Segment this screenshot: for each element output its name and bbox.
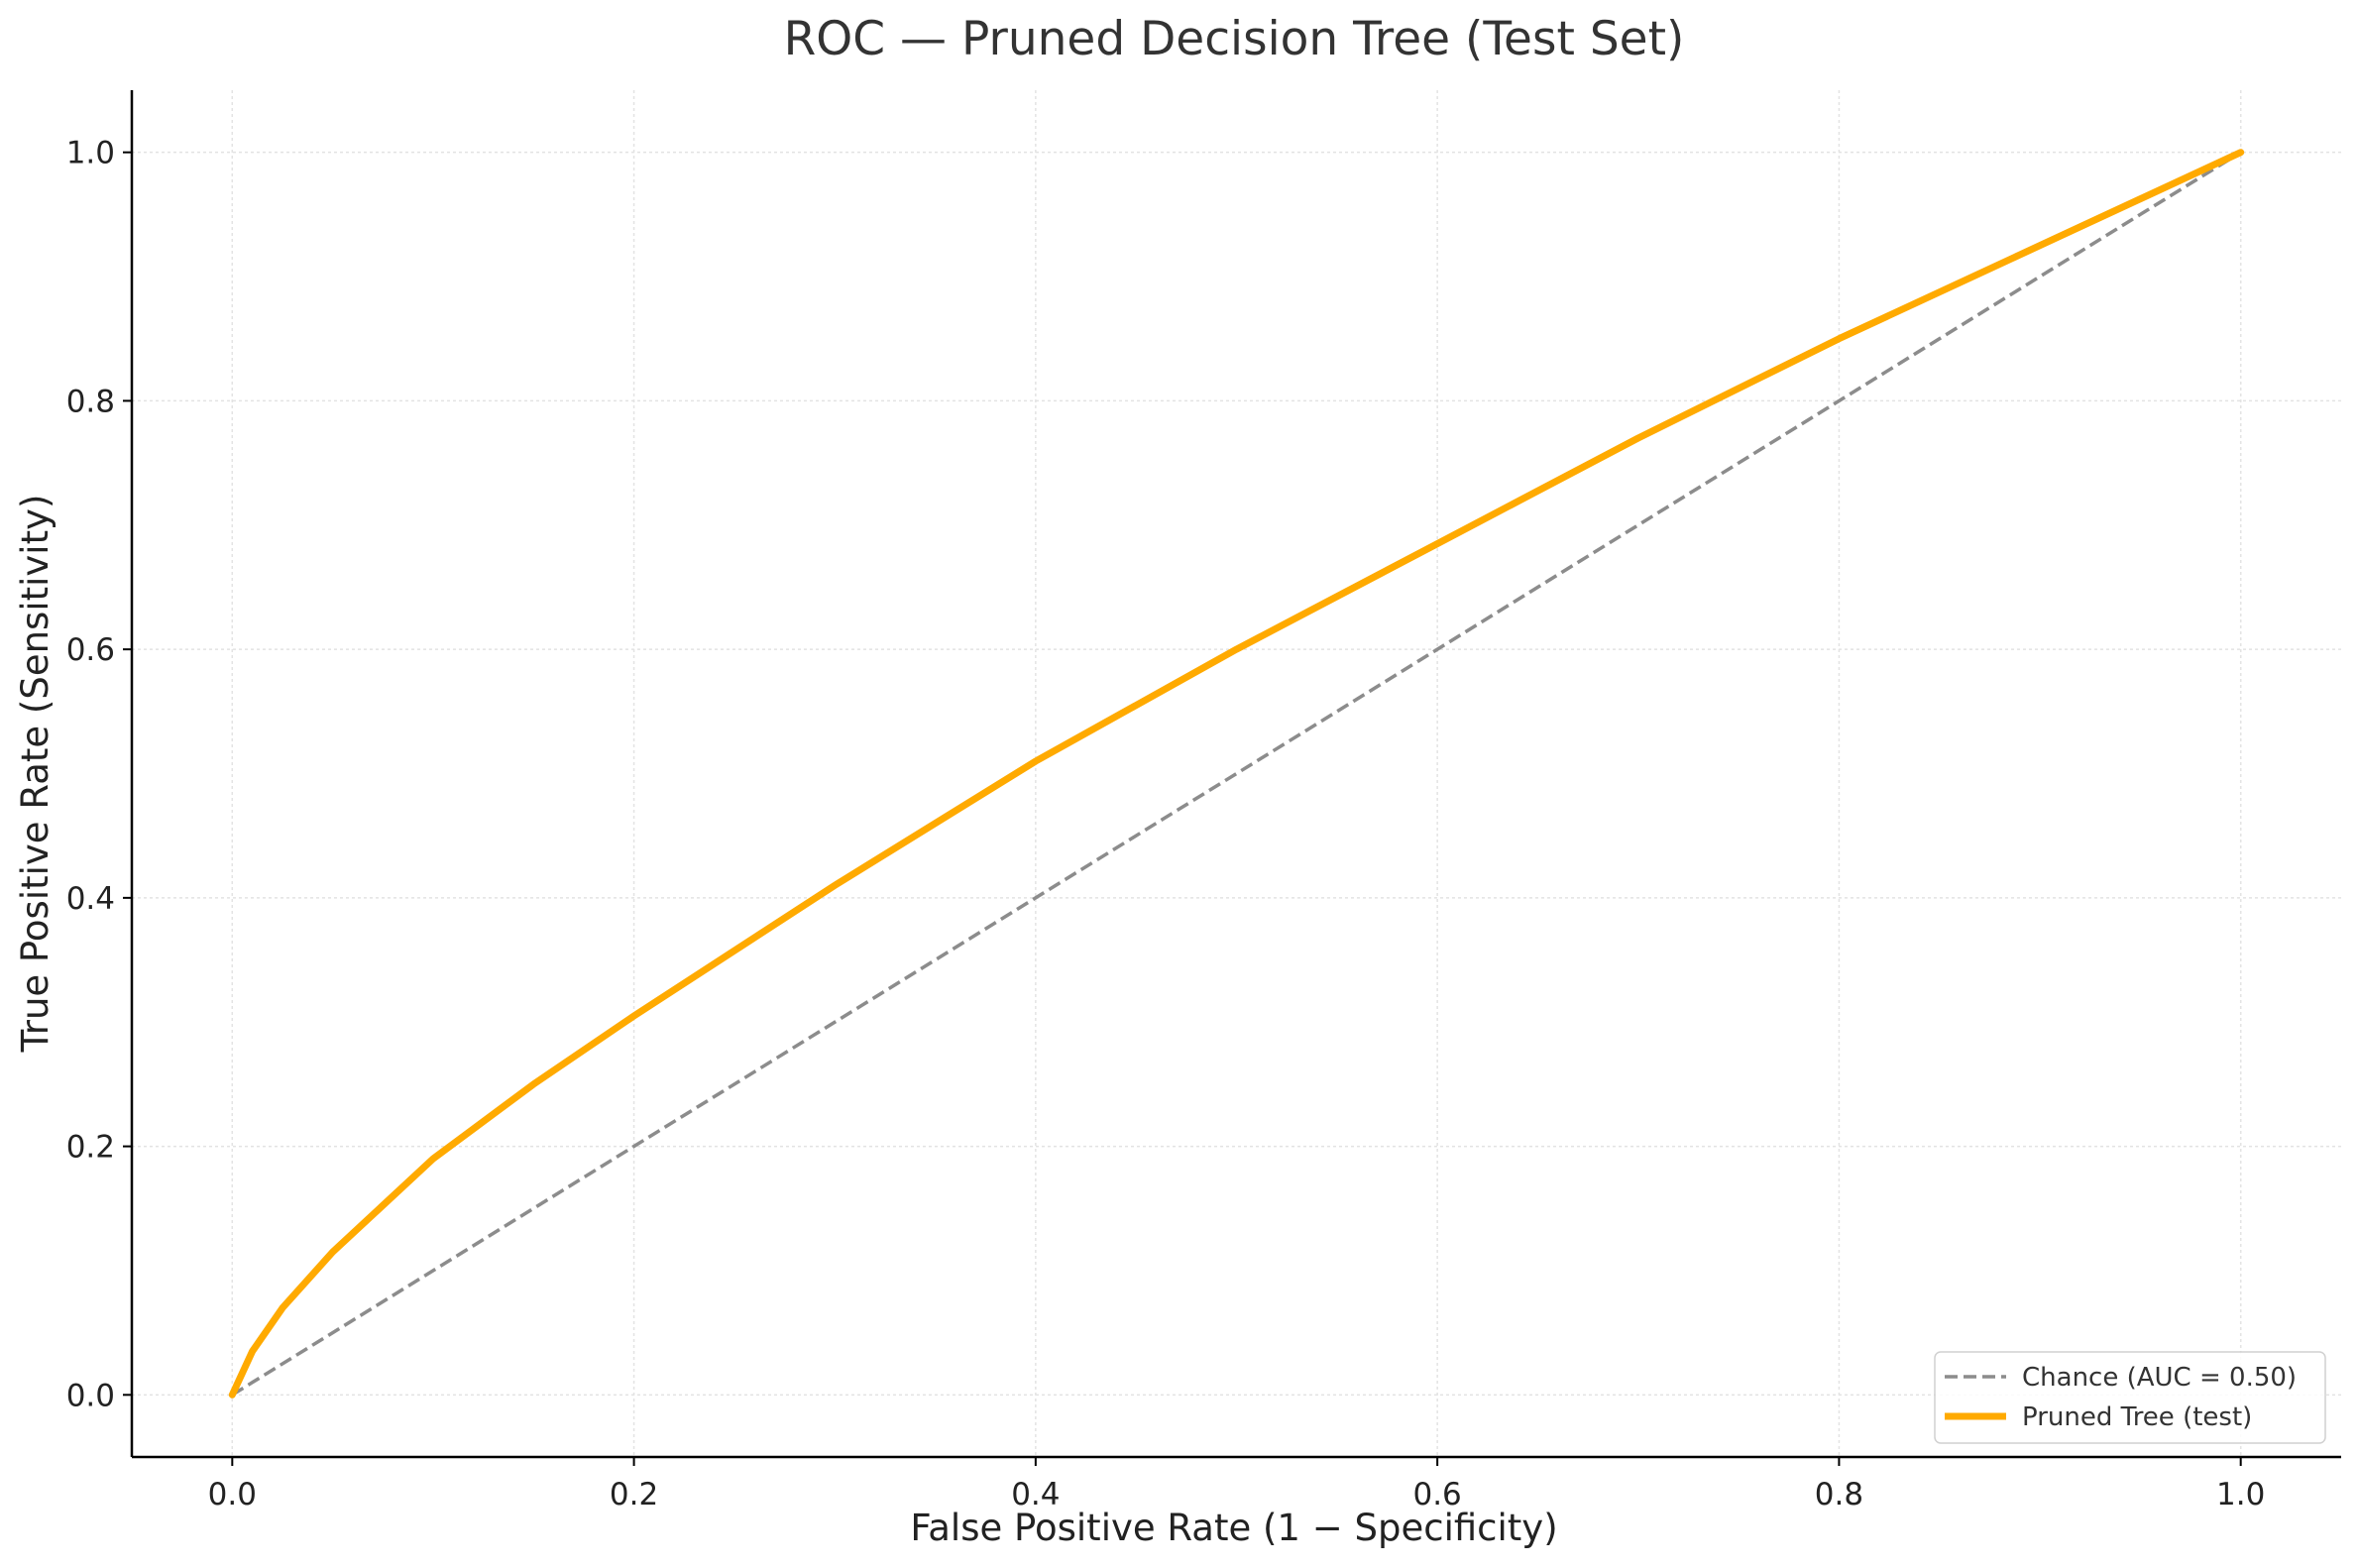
x-tick-label: 0.6 <box>1412 1477 1461 1512</box>
y-tick-label: 0.2 <box>66 1130 115 1166</box>
y-tick-label: 0.0 <box>66 1378 115 1413</box>
x-tick-label: 0.2 <box>610 1477 658 1512</box>
chance-line <box>231 151 2242 1397</box>
axes <box>130 90 2341 1459</box>
legend-label: Pruned Tree (test) <box>2022 1402 2252 1432</box>
ticks: 0.0 0.2 0.4 0.6 0.8 1.0 0.0 0.2 0.4 0.6 0.8 1.0 <box>66 136 2266 1512</box>
x-axis-label: False Positive Rate (1 − Specificity) <box>910 1507 1557 1549</box>
y-tick-label: 0.4 <box>66 881 115 917</box>
chart-title: ROC — Pruned Decision Tree (Test Set) <box>784 12 1685 66</box>
grid <box>132 90 2341 1457</box>
y-tick-label: 0.8 <box>66 384 115 419</box>
y-tick-label: 1.0 <box>66 136 115 171</box>
roc-curve-line <box>228 149 2245 1399</box>
legend: Chance (AUC = 0.50) Pruned Tree (test) <box>1934 1351 2326 1444</box>
legend-label: Chance (AUC = 0.50) <box>2022 1363 2297 1393</box>
x-tick-label: 0.0 <box>208 1477 257 1512</box>
x-tick-label: 0.4 <box>1011 1477 1060 1512</box>
legend-box <box>1934 1351 2326 1444</box>
x-tick-label: 1.0 <box>2216 1477 2265 1512</box>
x-tick-label: 0.8 <box>1815 1477 1863 1512</box>
series-layer <box>228 149 2245 1399</box>
y-axis-label: True Positive Rate (Sensitivity) <box>14 495 56 1054</box>
y-tick-label: 0.6 <box>66 632 115 668</box>
